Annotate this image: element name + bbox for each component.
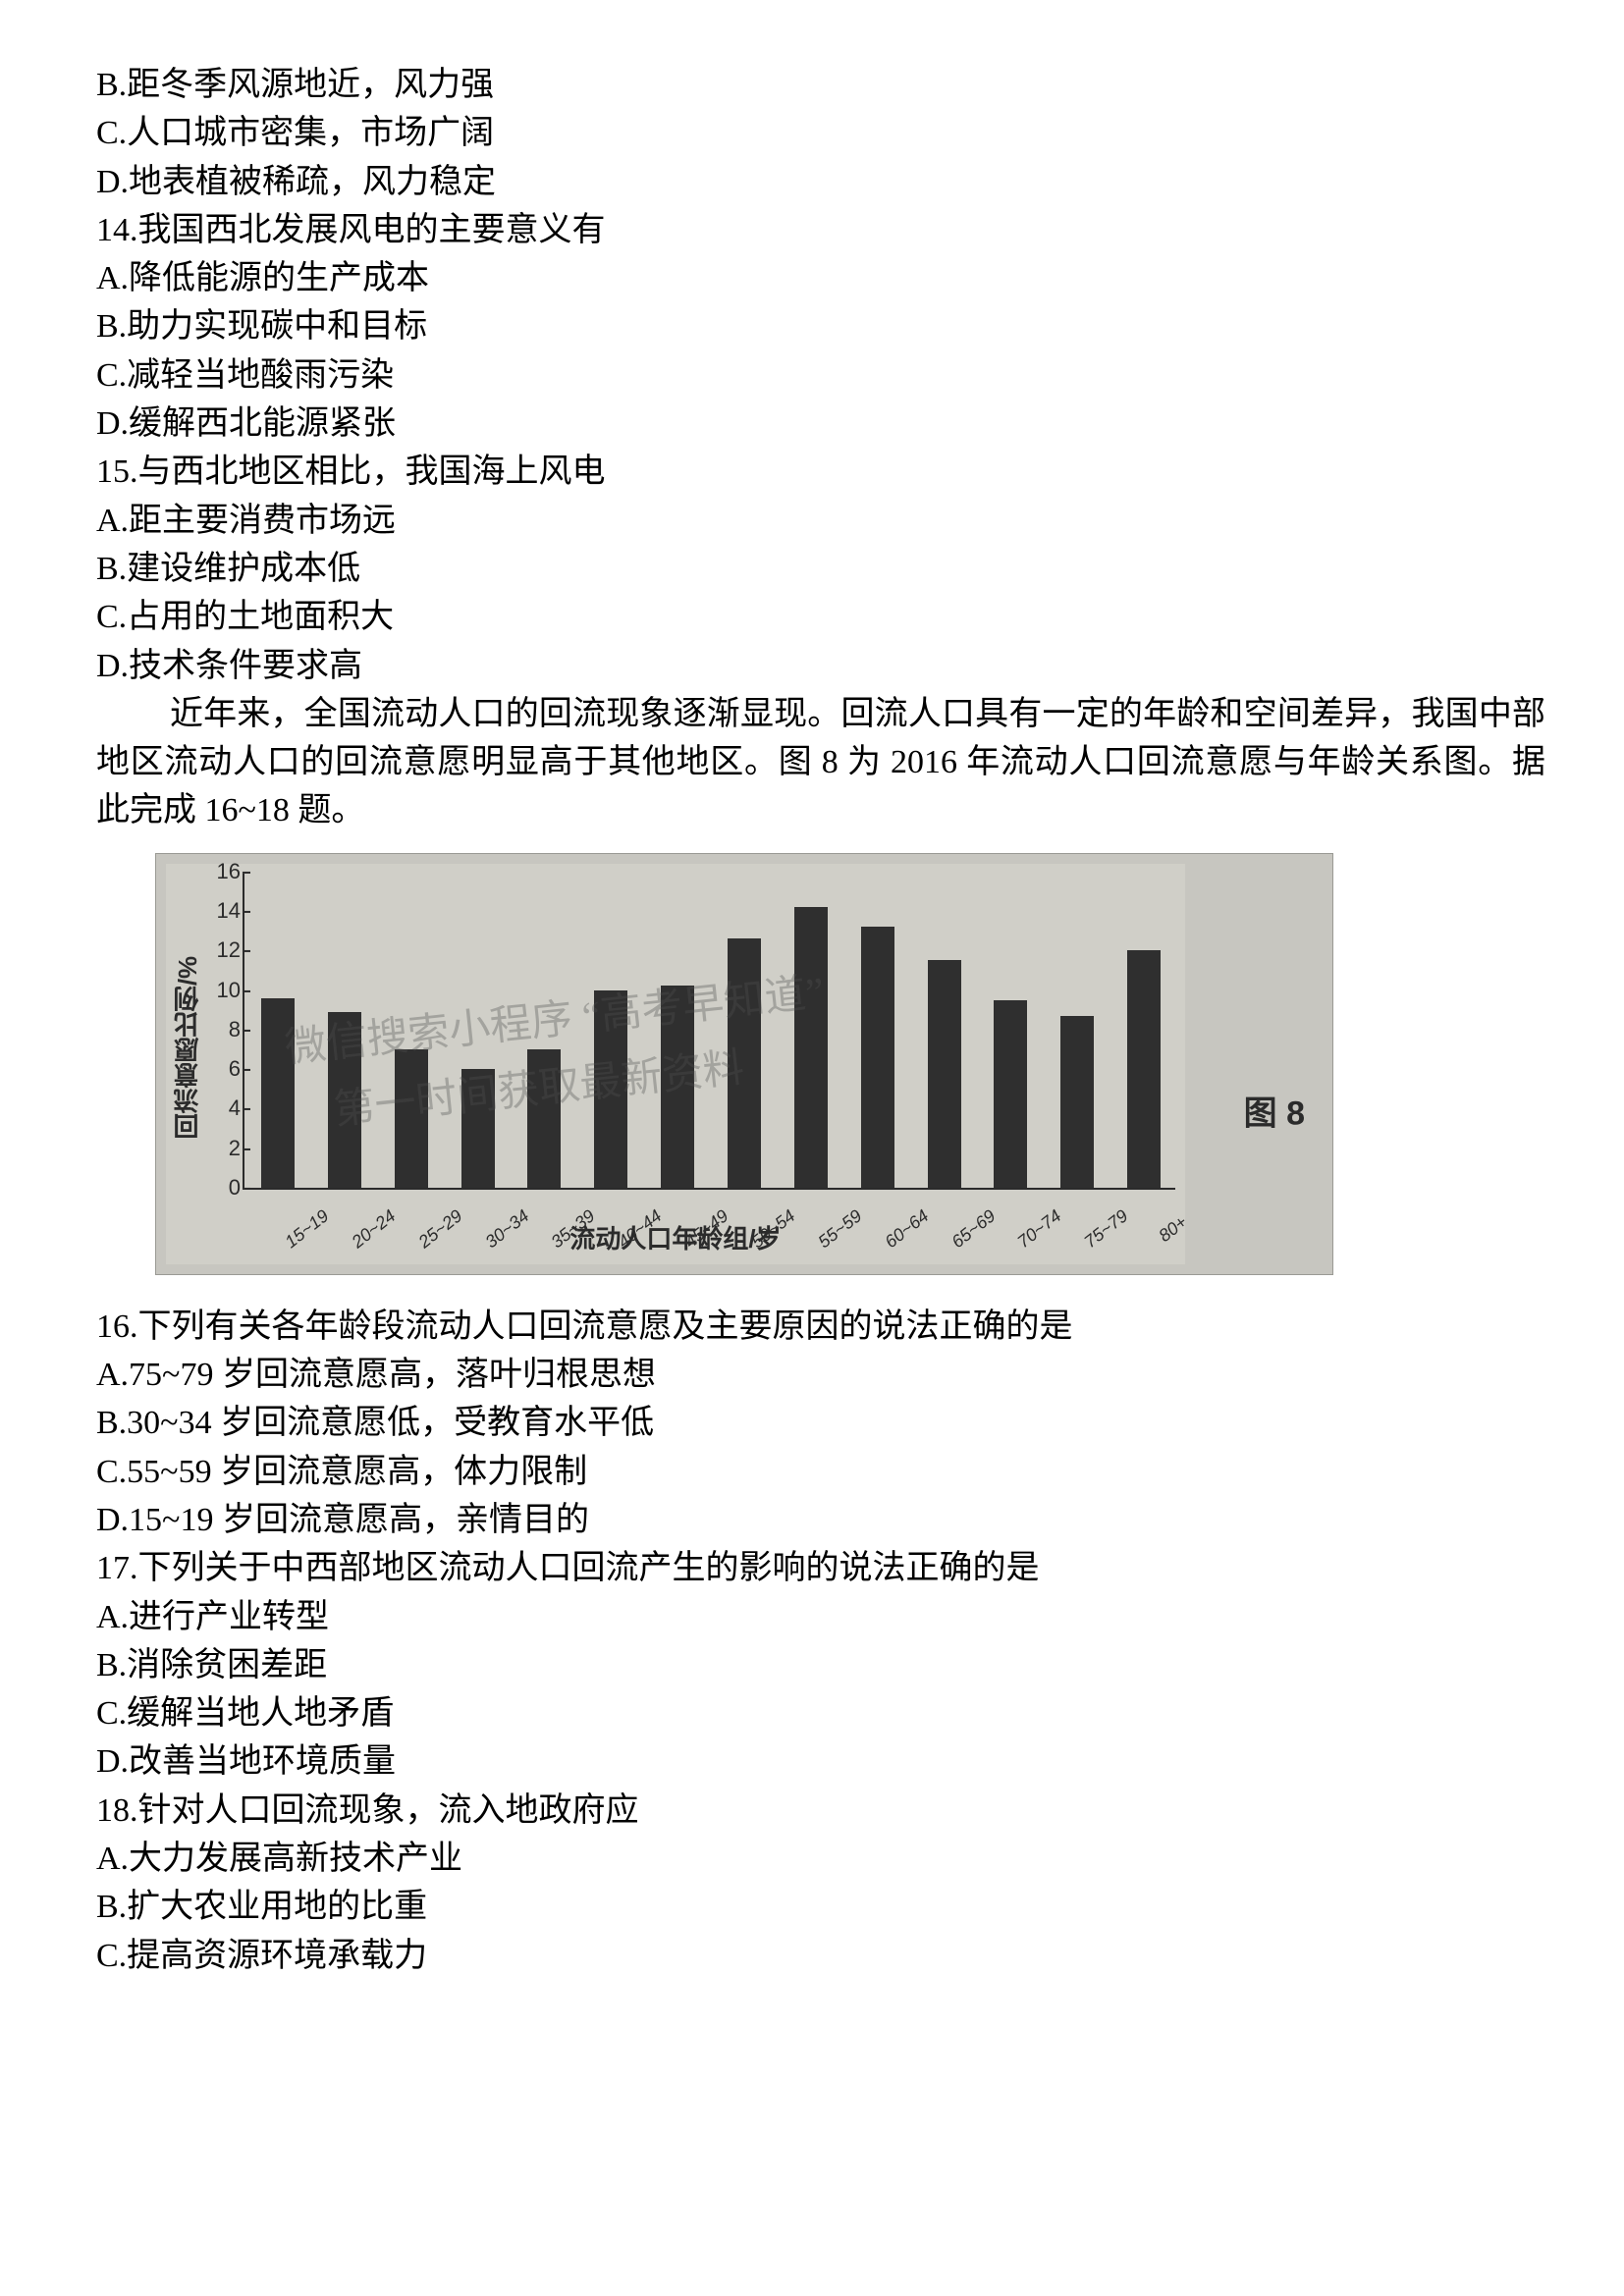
x-axis-label: 流动人口年龄组/岁 <box>569 1221 781 1258</box>
x-tick-label: 20~24 <box>339 1198 408 1260</box>
chart-bar <box>594 990 627 1188</box>
y-tick: 12 <box>201 934 241 966</box>
x-tick-label: 60~64 <box>871 1198 941 1260</box>
x-tick-label: 55~59 <box>805 1198 875 1260</box>
figure-8: 回流意愿比例/% 024681012141615~1920~2425~2930~… <box>155 853 1333 1275</box>
q17-option-d: D.改善当地环境质量 <box>96 1737 1545 1786</box>
exam-page: B.距冬季风源地近，风力强 C.人口城市密集，市场广阔 D.地表植被稀疏，风力稳… <box>0 0 1624 2058</box>
q18-option-c: C.提高资源环境承载力 <box>96 1932 1545 1980</box>
chart-bar <box>861 927 894 1188</box>
chart-bar <box>728 938 761 1188</box>
chart-bar <box>928 960 961 1187</box>
chart-bar <box>461 1069 495 1188</box>
chart-bar <box>1127 950 1161 1188</box>
q14-option-b: B.助力实现碳中和目标 <box>96 302 1545 350</box>
y-tick: 14 <box>201 895 241 927</box>
q15-stem: 15.与西北地区相比，我国海上风电 <box>96 448 1545 496</box>
q17-option-c: C.缓解当地人地矛盾 <box>96 1689 1545 1737</box>
q15-option-d: D.技术条件要求高 <box>96 642 1545 690</box>
x-tick-label: 25~29 <box>405 1198 474 1260</box>
chart-bar <box>527 1049 561 1188</box>
passage-2-text: 近年来，全国流动人口的回流现象逐渐显现。回流人口具有一定的年龄和空间差异，我国中… <box>96 696 1545 829</box>
x-tick-label: 65~69 <box>938 1198 1007 1260</box>
q16-option-a: A.75~79 岁回流意愿高，落叶归根思想 <box>96 1351 1545 1399</box>
chart-bar <box>328 1012 361 1188</box>
y-tick: 10 <box>201 975 241 1006</box>
chart-bar <box>395 1049 428 1188</box>
q14-option-c: C.减轻当地酸雨污染 <box>96 351 1545 400</box>
y-tick: 16 <box>201 856 241 887</box>
q16-stem: 16.下列有关各年龄段流动人口回流意愿及主要原因的说法正确的是 <box>96 1303 1545 1351</box>
q14-option-d: D.缓解西北能源紧张 <box>96 400 1545 448</box>
y-tick: 4 <box>201 1093 241 1124</box>
x-tick-label: 80+ <box>1138 1198 1208 1260</box>
y-tick: 0 <box>201 1172 241 1203</box>
q13-option-d: D.地表植被稀疏，风力稳定 <box>96 158 1545 206</box>
q17-stem: 17.下列关于中西部地区流动人口回流产生的影响的说法正确的是 <box>96 1544 1545 1592</box>
q16-option-c: C.55~59 岁回流意愿高，体力限制 <box>96 1448 1545 1496</box>
x-tick-label: 70~74 <box>1004 1198 1074 1260</box>
chart-bar <box>994 1000 1027 1188</box>
q15-option-c: C.占用的土地面积大 <box>96 593 1545 641</box>
passage-2: 近年来，全国流动人口的回流现象逐渐显现。回流人口具有一定的年龄和空间差异，我国中… <box>96 690 1545 835</box>
q13-option-c: C.人口城市密集，市场广阔 <box>96 109 1545 157</box>
chart-panel: 回流意愿比例/% 024681012141615~1920~2425~2930~… <box>166 864 1185 1264</box>
chart-bar <box>261 998 295 1188</box>
q13-option-b: B.距冬季风源地近，风力强 <box>96 61 1545 109</box>
q18-stem: 18.针对人口回流现象，流入地政府应 <box>96 1787 1545 1835</box>
figure-label: 图 8 <box>1244 1090 1305 1138</box>
q18-option-a: A.大力发展高新技术产业 <box>96 1835 1545 1883</box>
chart-plot-area: 024681012141615~1920~2425~2930~3435~3940… <box>243 874 1175 1190</box>
chart-bar <box>794 907 828 1188</box>
y-tick: 8 <box>201 1014 241 1045</box>
q16-option-d: D.15~19 岁回流意愿高，亲情目的 <box>96 1496 1545 1544</box>
y-tick: 6 <box>201 1053 241 1085</box>
q14-option-a: A.降低能源的生产成本 <box>96 254 1545 302</box>
x-tick-label: 15~19 <box>272 1198 342 1260</box>
q16-option-b: B.30~34 岁回流意愿低，受教育水平低 <box>96 1399 1545 1447</box>
chart-bar <box>661 986 694 1187</box>
y-tick: 2 <box>201 1133 241 1164</box>
chart-bar <box>1060 1016 1094 1188</box>
q15-option-b: B.建设维护成本低 <box>96 545 1545 593</box>
x-tick-label: 75~79 <box>1071 1198 1141 1260</box>
x-tick-label: 30~34 <box>471 1198 541 1260</box>
q14-stem: 14.我国西北发展风电的主要意义有 <box>96 206 1545 254</box>
q18-option-b: B.扩大农业用地的比重 <box>96 1883 1545 1931</box>
q17-option-a: A.进行产业转型 <box>96 1593 1545 1641</box>
q15-option-a: A.距主要消费市场远 <box>96 497 1545 545</box>
q17-option-b: B.消除贫困差距 <box>96 1641 1545 1689</box>
